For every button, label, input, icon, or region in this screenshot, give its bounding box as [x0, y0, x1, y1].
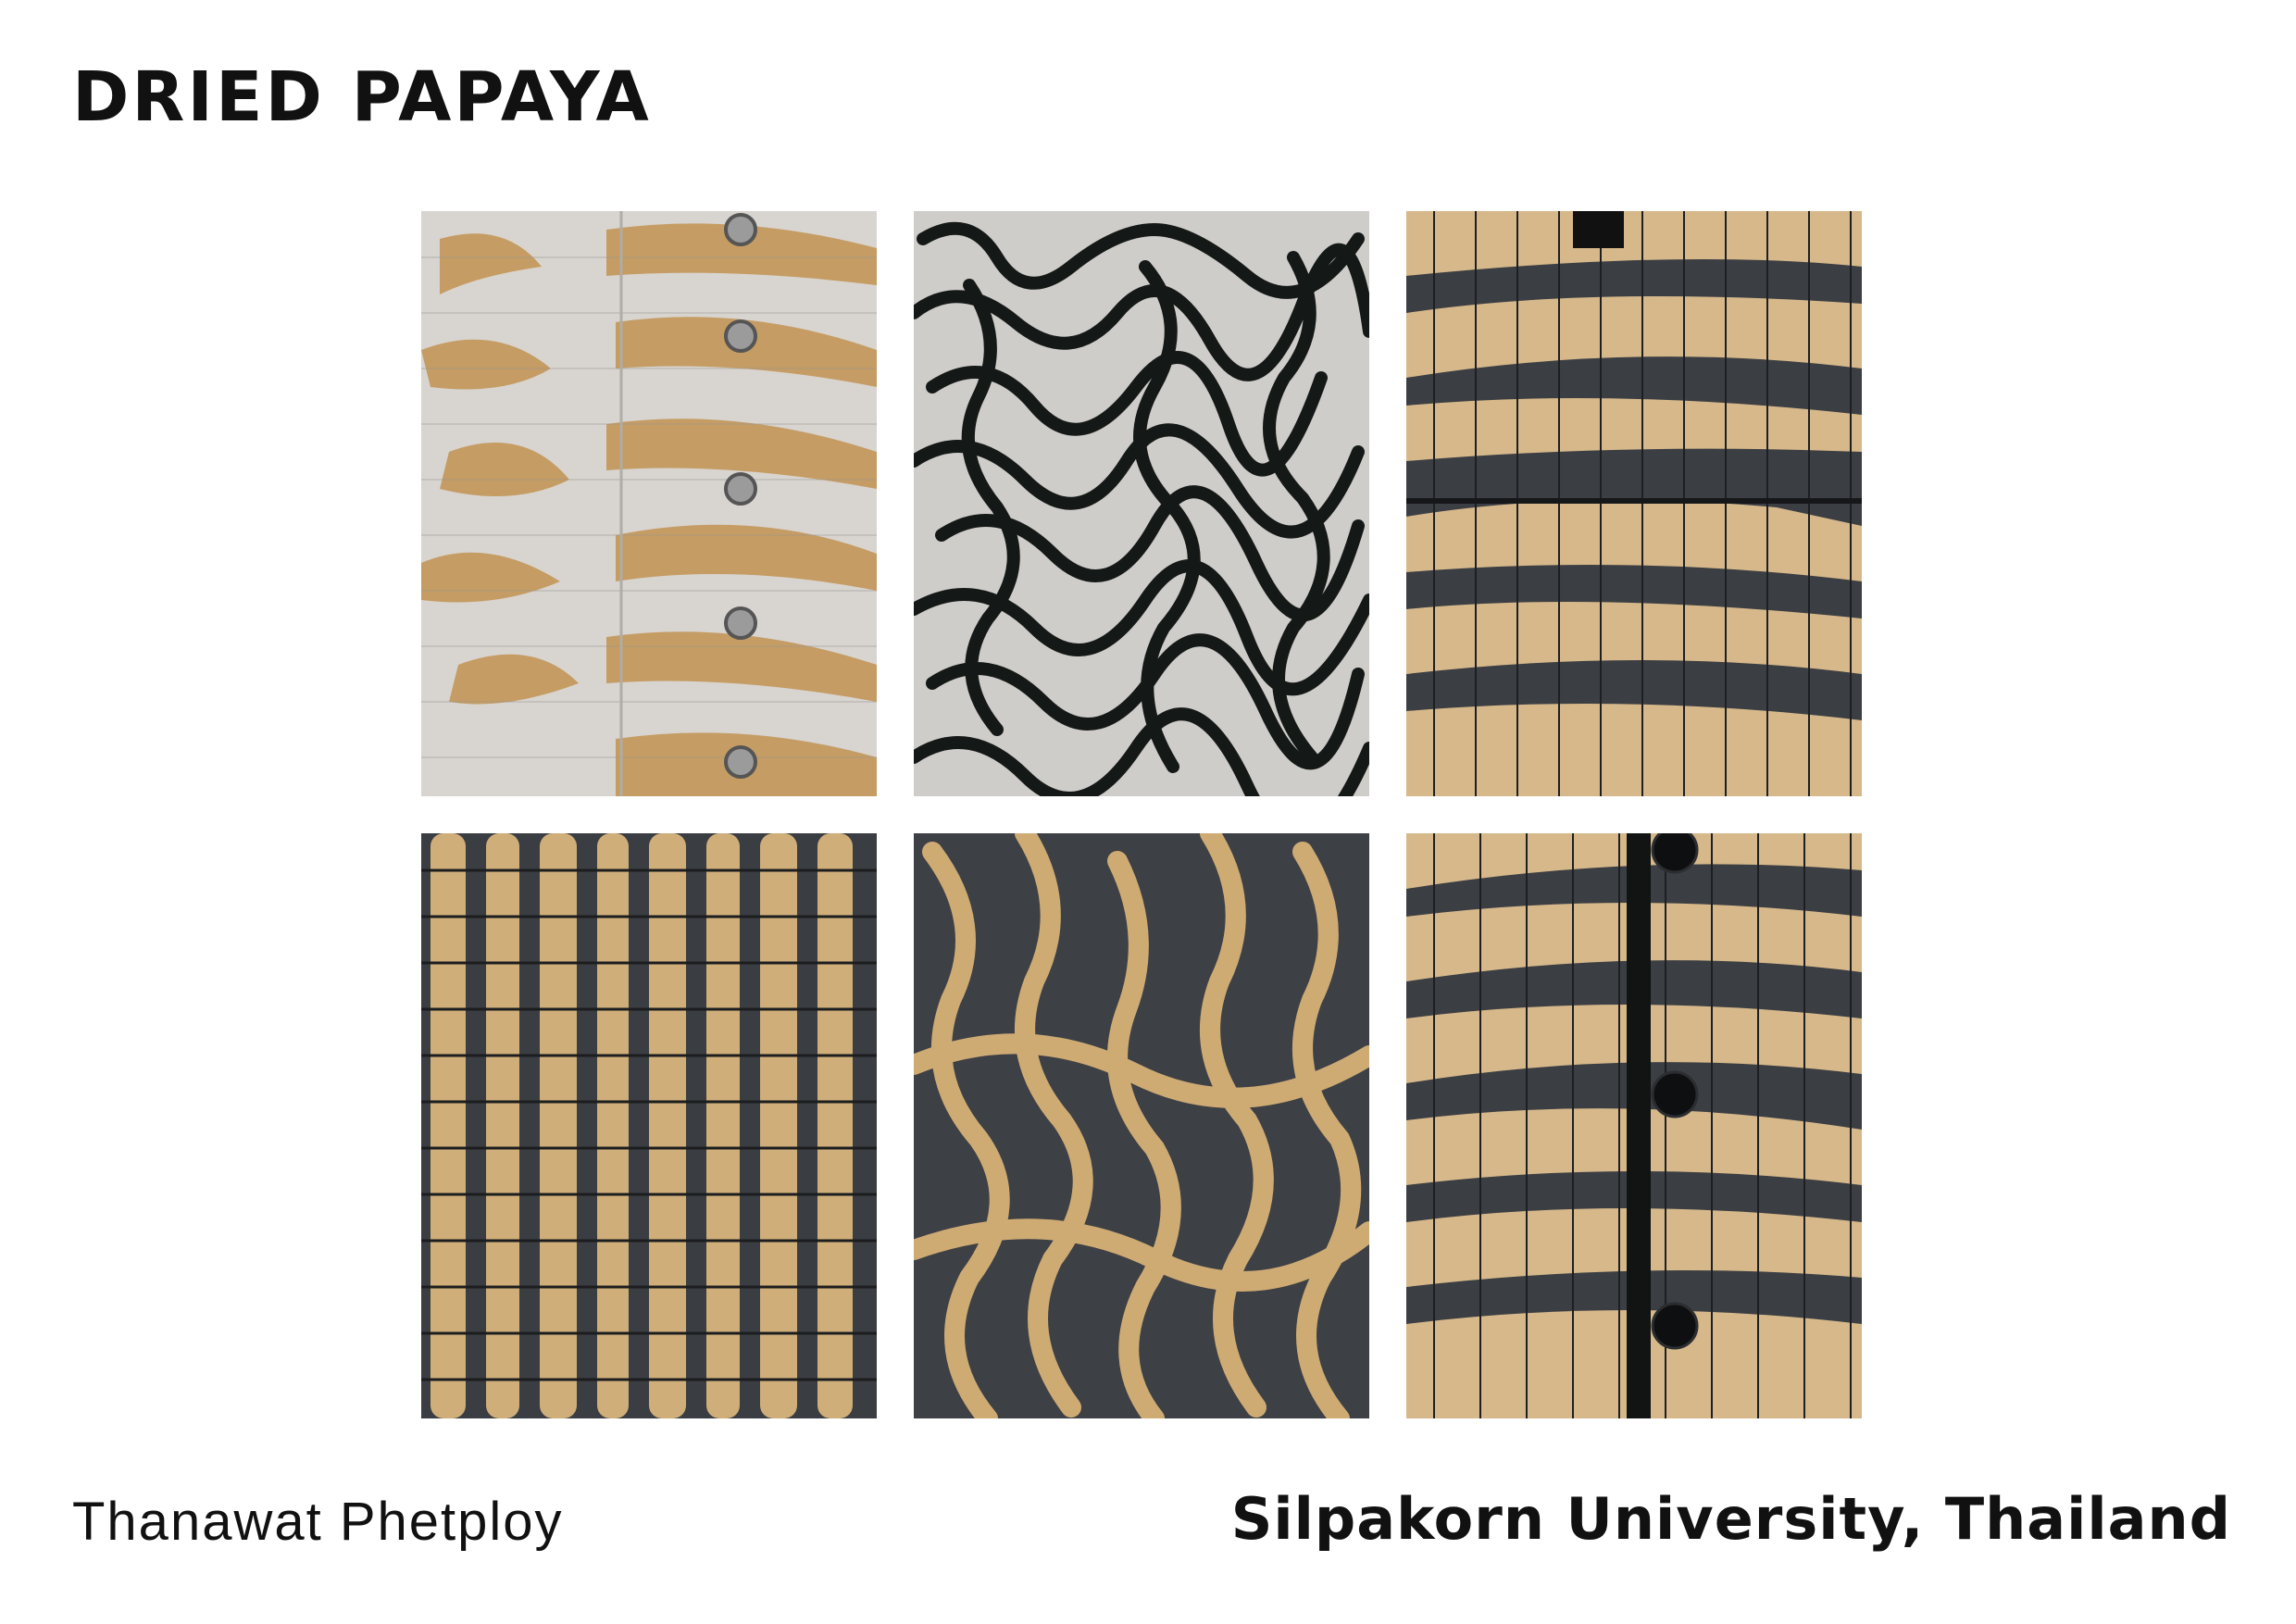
author-name: Thanawat Phetploy: [72, 1492, 564, 1552]
texture-photo-6: [1406, 833, 1862, 1418]
texture-photo-3: [1406, 211, 1862, 796]
page-title: DRIED PAPAYA: [72, 57, 652, 137]
texture-photo-5: [914, 833, 1369, 1418]
texture-photo-1: [421, 211, 877, 796]
institution-name: Silpakorn University, Thailand: [1230, 1485, 2231, 1553]
texture-photo-4: [421, 833, 877, 1418]
texture-photo-2: [914, 211, 1369, 796]
